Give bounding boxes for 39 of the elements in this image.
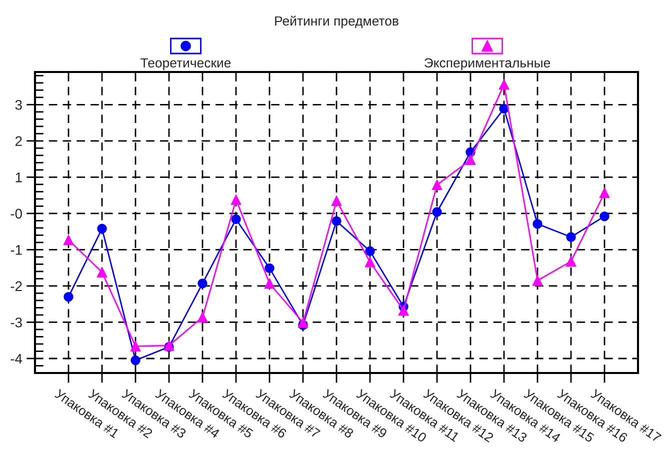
point <box>130 355 140 366</box>
point <box>197 312 208 322</box>
y-tick-label: -1 <box>10 245 22 255</box>
y-tick-label: -0 <box>10 208 22 219</box>
point <box>63 234 74 246</box>
y-tick-label: -2 <box>10 281 22 291</box>
point <box>364 256 376 268</box>
y-tick-label: 3 <box>15 100 22 110</box>
y-tick-label: -4 <box>10 354 22 364</box>
point <box>432 180 442 190</box>
point <box>365 246 375 256</box>
legend-label: Экспериментальные <box>424 58 550 70</box>
point <box>566 232 576 242</box>
point <box>566 256 576 267</box>
point <box>432 207 442 217</box>
point <box>331 196 342 206</box>
point <box>64 292 74 302</box>
point <box>532 275 543 286</box>
legend-label: Теоретические <box>140 58 231 70</box>
point <box>332 216 342 226</box>
point <box>264 278 275 289</box>
point <box>264 263 274 274</box>
y-tick-label: 2 <box>15 136 22 146</box>
point <box>298 317 308 328</box>
point <box>465 154 476 165</box>
point <box>97 224 107 234</box>
point <box>498 79 510 90</box>
point <box>599 188 610 198</box>
point <box>600 211 610 222</box>
y-tick-label: 1 <box>16 172 22 182</box>
point <box>198 278 208 288</box>
chart-title: Рейтинги предметов <box>275 16 398 28</box>
point <box>398 305 409 316</box>
point <box>231 214 241 224</box>
point <box>130 340 141 352</box>
point <box>230 194 242 205</box>
point <box>532 219 542 229</box>
point <box>96 266 108 278</box>
y-tick-label: -3 <box>10 318 22 328</box>
